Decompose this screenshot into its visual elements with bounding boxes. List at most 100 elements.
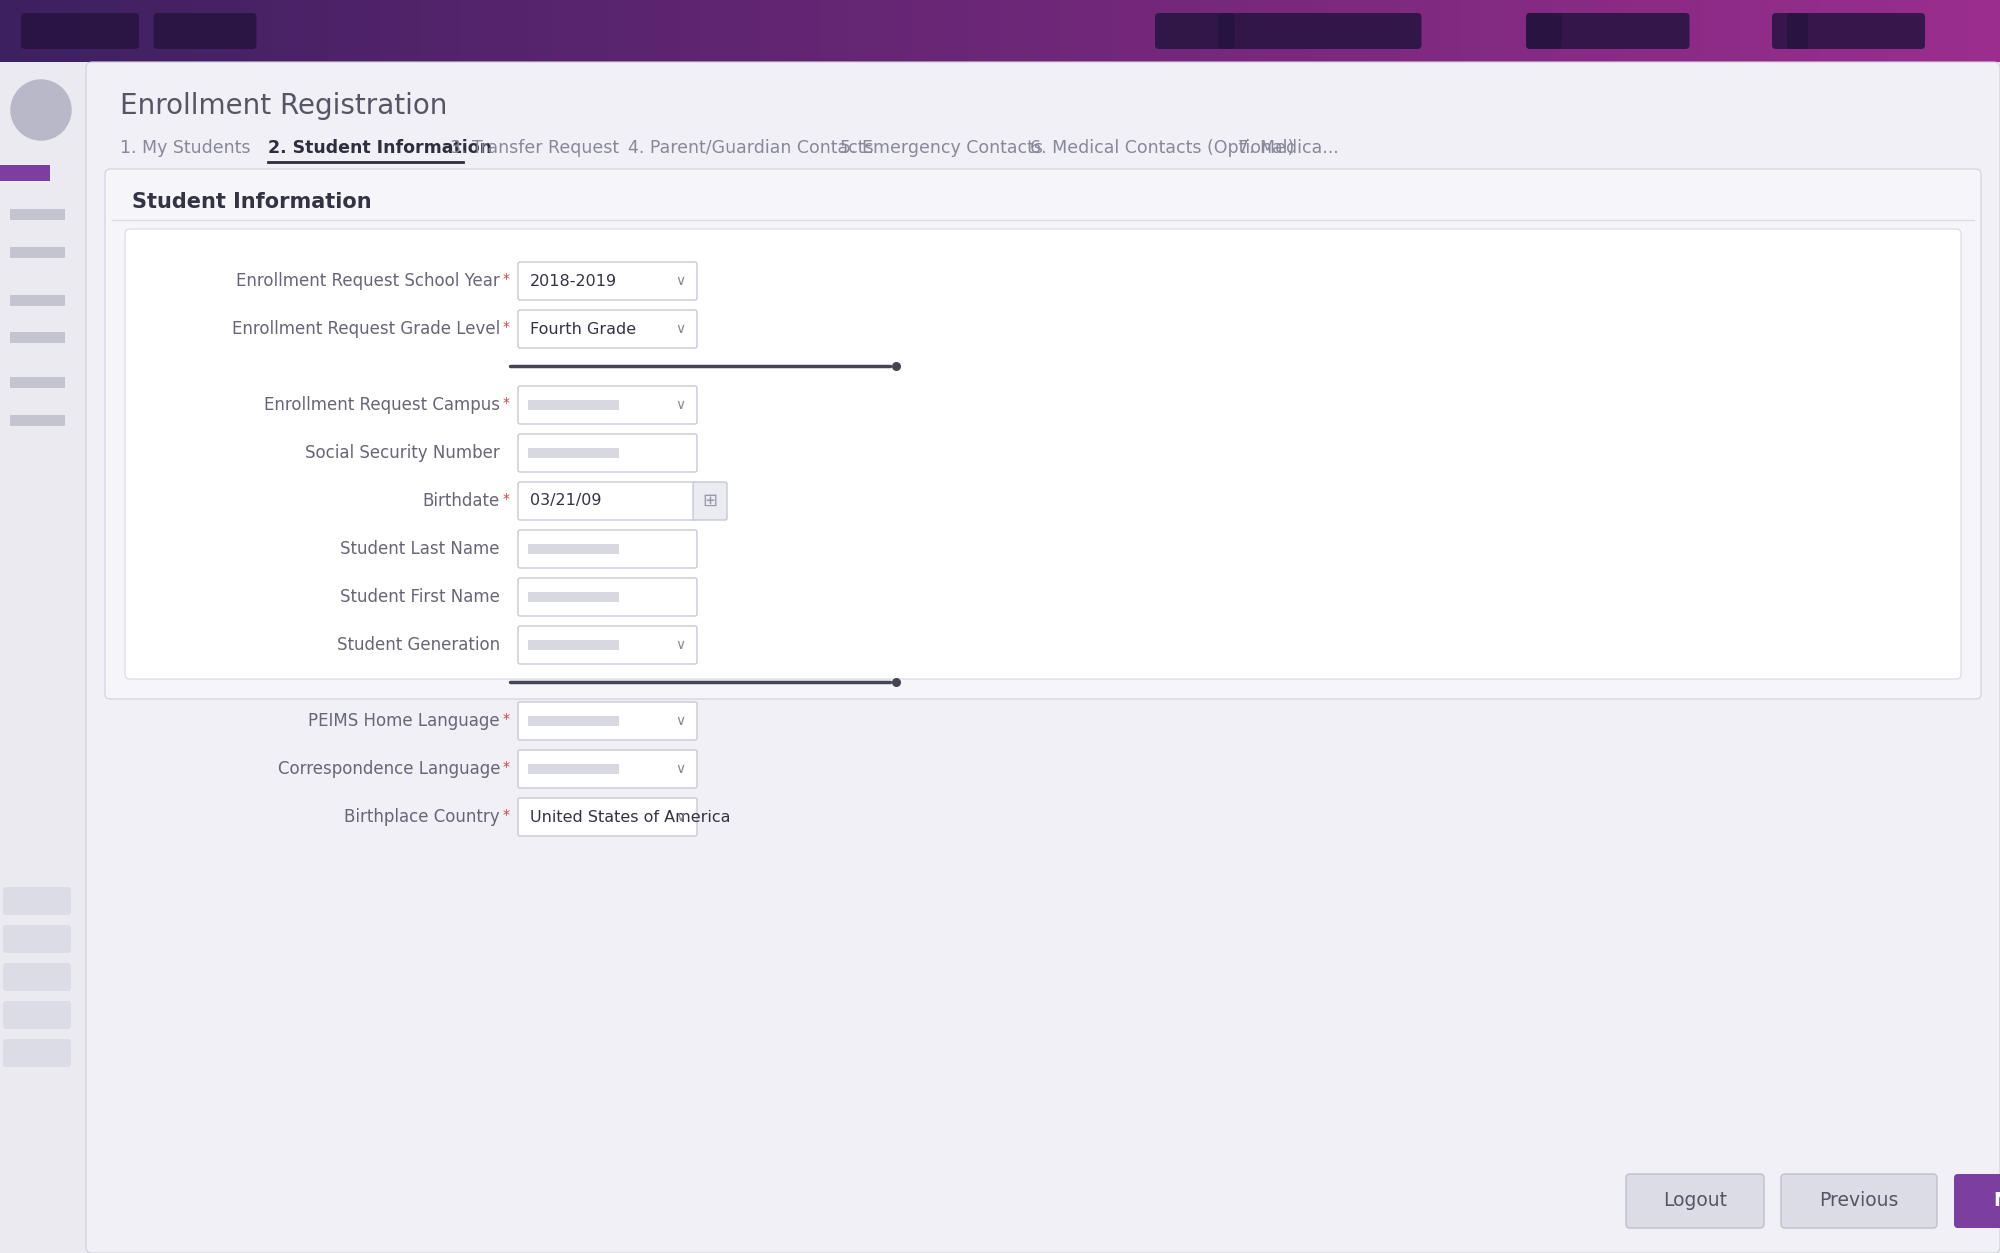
Bar [1900,0,1912,61]
Text: 3. Transfer Request: 3. Transfer Request [450,139,620,157]
Bar [370,0,380,61]
Bar [550,0,560,61]
Text: Enrollment Registration: Enrollment Registration [120,91,448,120]
Bar [1290,0,1300,61]
FancyBboxPatch shape [518,626,698,664]
Bar [670,0,680,61]
Bar [1760,0,1772,61]
Text: ⊞: ⊞ [702,492,718,510]
Bar [1210,0,1220,61]
Text: 5. Emergency Contacts: 5. Emergency Contacts [840,139,1044,157]
Text: 1. My Students: 1. My Students [120,139,250,157]
FancyBboxPatch shape [518,434,698,472]
Bar [1360,0,1372,61]
FancyBboxPatch shape [104,169,1980,699]
Bar [1410,0,1420,61]
Bar [1830,0,1840,61]
Bar [1630,0,1640,61]
Bar [1950,0,1960,61]
Bar [990,0,1002,61]
Text: ∨: ∨ [674,638,686,652]
Bar [1030,0,1040,61]
Bar [1860,0,1872,61]
Bar [1810,0,1820,61]
Bar [150,0,160,61]
FancyBboxPatch shape [518,530,698,568]
Bar [528,764,620,774]
Bar [30,0,40,61]
Bar [20,0,32,61]
Bar [280,0,292,61]
Bar [1060,0,1072,61]
FancyBboxPatch shape [154,13,256,49]
Bar [528,715,620,725]
Bar [528,591,620,601]
Bar [1010,0,1022,61]
Bar [1080,0,1092,61]
FancyBboxPatch shape [518,482,698,520]
Bar [480,0,492,61]
Bar [1890,0,1900,61]
Bar [1710,0,1720,61]
FancyBboxPatch shape [86,61,2000,1253]
Bar [790,0,800,61]
Bar [1510,0,1522,61]
Bar [310,0,320,61]
Bar [900,0,912,61]
Bar [1330,0,1340,61]
Text: Student Last Name: Student Last Name [340,540,500,558]
Bar [1780,0,1792,61]
Circle shape [12,80,72,140]
Text: *: * [504,761,510,774]
Bar [1170,0,1180,61]
FancyBboxPatch shape [4,925,72,954]
Bar [1870,0,1880,61]
Text: Enrollment Request Campus: Enrollment Request Campus [264,396,500,413]
Bar [770,0,780,61]
FancyBboxPatch shape [4,1039,72,1068]
Bar [1190,0,1200,61]
Bar [250,0,260,61]
Bar [170,0,180,61]
Bar [1350,0,1360,61]
Bar [390,0,400,61]
Bar [1520,0,1532,61]
Bar [850,0,860,61]
Bar [290,0,300,61]
Bar [490,0,500,61]
Text: 6. Medical Contacts (Optional): 6. Medical Contacts (Optional) [1030,139,1294,157]
Bar [920,0,932,61]
Bar [1960,0,1972,61]
Bar [1490,0,1500,61]
Bar [1880,0,1892,61]
Bar [930,0,942,61]
Bar [1980,0,1992,61]
Bar [210,0,220,61]
Bar [1130,0,1140,61]
Bar [870,0,880,61]
Text: Fourth Grade: Fourth Grade [530,322,636,337]
Text: PEIMS Home Language: PEIMS Home Language [308,712,500,730]
Bar [180,0,192,61]
Text: ∨: ∨ [674,398,686,412]
Text: ∨: ∨ [674,762,686,776]
Text: Previous: Previous [1820,1192,1898,1210]
Bar [528,400,620,410]
Bar [750,0,760,61]
Bar [270,0,280,61]
Bar [1690,0,1700,61]
Bar [190,0,200,61]
Bar [1070,0,1080,61]
Bar [890,0,900,61]
Text: *: * [504,712,510,725]
Bar [1470,0,1480,61]
Bar [780,0,792,61]
Bar [580,0,592,61]
Bar [1800,0,1812,61]
Bar [90,0,100,61]
Bar [1100,0,1112,61]
Bar [600,0,612,61]
Bar [460,0,472,61]
FancyBboxPatch shape [4,887,72,915]
Text: ∨: ∨ [674,714,686,728]
